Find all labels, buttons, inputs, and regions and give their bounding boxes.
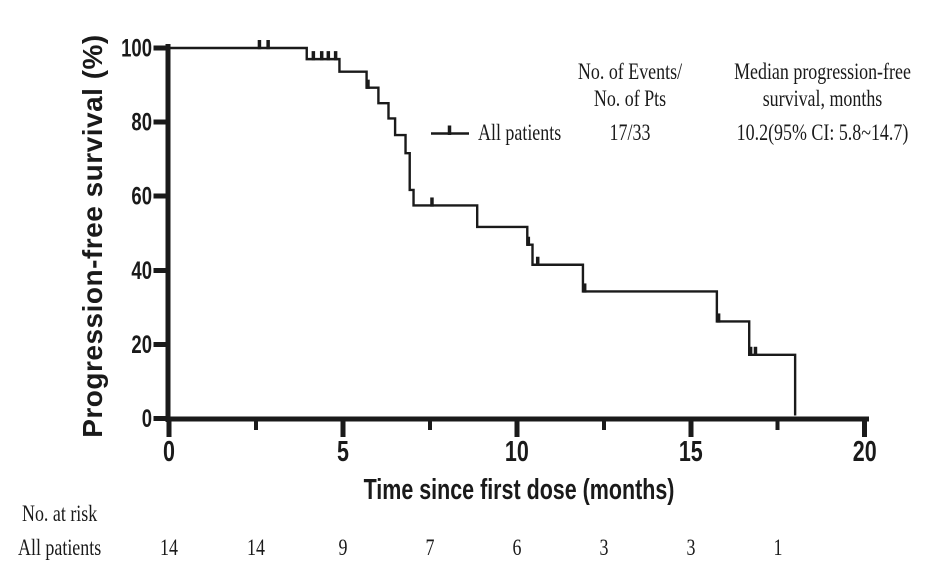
legend-header-median: Median progression-free survival, months	[727, 58, 918, 112]
x-axis-title: Time since first dose (months)	[363, 474, 675, 506]
legend-series-label: All patients	[478, 120, 562, 145]
y-axis-title: Progression-free survival (%)	[77, 34, 108, 438]
risk-count-value: 14	[246, 535, 265, 560]
km-step-curve	[169, 46, 797, 416]
y-tick-label: 60	[131, 182, 152, 210]
y-tick-label: 20	[131, 330, 152, 358]
y-tick-label: 80	[131, 108, 152, 136]
legend-events-value: 17/33	[609, 120, 651, 145]
risk-count-value: 3	[686, 535, 696, 560]
legend-header-median-line1: Median progression-free	[734, 59, 911, 84]
y-tick-label: 0	[142, 404, 152, 432]
risk-count-value: 6	[512, 535, 522, 560]
y-tick-label: 40	[131, 256, 152, 284]
risk-count-value: 9	[338, 535, 348, 560]
risk-count-value: 1	[773, 535, 783, 560]
legend-header-events-line1: No. of Events/	[577, 59, 683, 84]
y-tick-label: 100	[121, 34, 152, 62]
risk-count-value: 14	[160, 535, 178, 560]
risk-count-value: 7	[425, 535, 435, 560]
legend-median-value: 10.2(95% CI: 5.8~14.7)	[736, 120, 909, 145]
x-tick-label: 10	[505, 436, 529, 468]
x-tick-label: 15	[679, 436, 703, 468]
risk-row-label: All patients	[18, 535, 102, 560]
legend-header-events: No. of Events/ No. of Pts	[560, 58, 700, 112]
risk-count-value: 3	[599, 535, 609, 560]
x-tick-label: 20	[853, 436, 877, 468]
legend-header-events-line2: No. of Pts	[593, 86, 667, 111]
x-tick-label: 0	[163, 436, 175, 468]
risk-table-title: No. at risk	[22, 501, 98, 526]
legend-header-median-line2: survival, months	[762, 86, 883, 111]
x-tick-label: 5	[337, 436, 349, 468]
